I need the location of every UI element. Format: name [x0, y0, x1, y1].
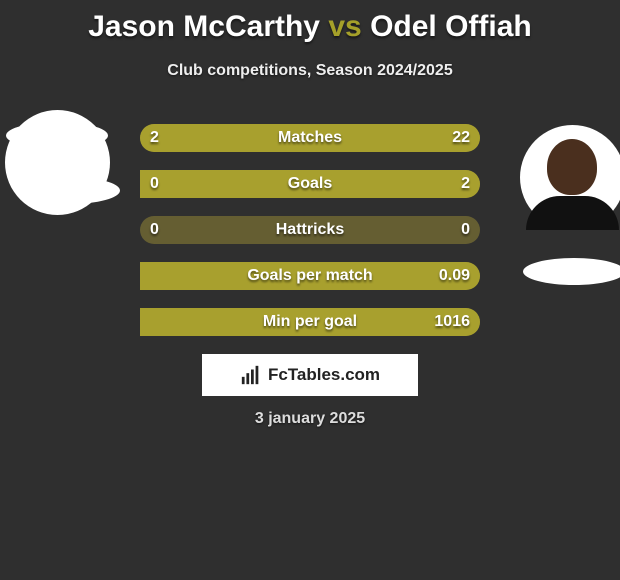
stat-value-right: 0.09 — [439, 262, 470, 290]
stat-row: 0Goals2 — [140, 170, 480, 198]
stat-row: 2Matches22 — [140, 124, 480, 152]
stat-label: Goals per match — [140, 262, 480, 290]
player2-marker — [523, 258, 620, 285]
stat-label: Min per goal — [140, 308, 480, 336]
stat-rows: 2Matches220Goals20Hattricks0Goals per ma… — [140, 124, 480, 354]
brand-badge: FcTables.com — [202, 354, 418, 396]
stat-value-right: 2 — [461, 170, 470, 198]
vs-text: vs — [328, 10, 361, 43]
comparison-title: Jason McCarthy vs Odel Offiah — [0, 0, 620, 44]
stat-value-right: 1016 — [434, 308, 470, 336]
stat-value-right: 22 — [452, 124, 470, 152]
stat-label: Hattricks — [140, 216, 480, 244]
subtitle: Club competitions, Season 2024/2025 — [0, 62, 620, 80]
avatar-head — [547, 139, 597, 195]
bar-chart-icon — [240, 364, 262, 386]
date-text: 3 january 2025 — [0, 410, 620, 428]
player1-marker-1 — [6, 122, 108, 149]
avatar-shirt — [526, 196, 619, 230]
brand-text: FcTables.com — [268, 365, 380, 385]
stat-label: Matches — [140, 124, 480, 152]
stat-row: Min per goal1016 — [140, 308, 480, 336]
player2-avatar — [520, 125, 620, 230]
player2-name: Odel Offiah — [370, 10, 532, 43]
stat-row: Goals per match0.09 — [140, 262, 480, 290]
stat-value-right: 0 — [461, 216, 470, 244]
player1-marker-2 — [20, 177, 120, 204]
stat-label: Goals — [140, 170, 480, 198]
player1-name: Jason McCarthy — [88, 10, 320, 43]
stat-row: 0Hattricks0 — [140, 216, 480, 244]
